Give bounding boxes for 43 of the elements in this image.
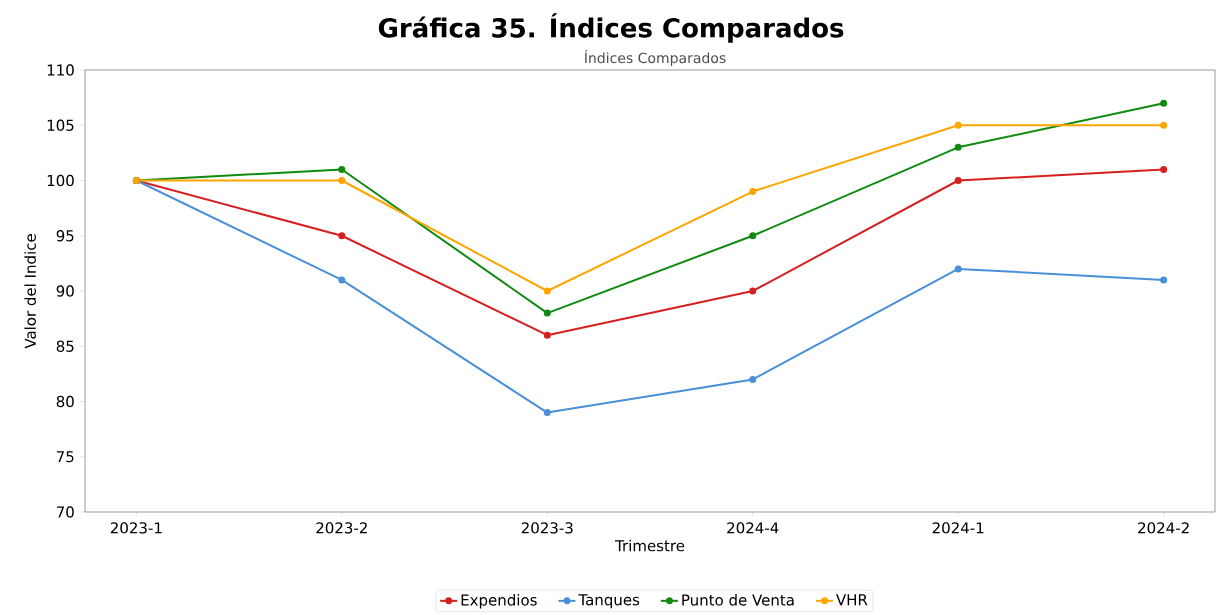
point bbox=[543, 309, 551, 317]
y-tick-label: 75 bbox=[56, 451, 74, 463]
point bbox=[338, 276, 346, 284]
x-axis-title: Trimestre bbox=[615, 539, 685, 552]
legend-label: Tanques bbox=[578, 594, 640, 609]
chart-subtitle: Índices Comparados bbox=[584, 50, 726, 66]
y-tick-label: 80 bbox=[56, 395, 74, 408]
x-tick-label: 2023-2 bbox=[316, 522, 367, 534]
legend-label: Punto de Venta bbox=[682, 594, 794, 606]
chart-title: Gráfica 35. Índices Comparados bbox=[378, 13, 844, 43]
point bbox=[749, 232, 757, 240]
x-tick-label: 2024-4 bbox=[727, 522, 779, 534]
y-tick-label: 110 bbox=[47, 64, 74, 76]
x-tick-label: 2024-1 bbox=[932, 522, 984, 534]
point bbox=[1160, 165, 1168, 173]
point bbox=[338, 232, 346, 240]
x-tick-label: 2023-1 bbox=[110, 522, 162, 534]
point bbox=[749, 287, 757, 295]
point bbox=[543, 287, 551, 295]
y-tick-label: 90 bbox=[56, 285, 74, 297]
point bbox=[543, 409, 551, 417]
legend-label: VHR bbox=[836, 594, 868, 606]
point bbox=[338, 165, 346, 173]
point bbox=[954, 265, 962, 273]
y-tick-label: 100 bbox=[47, 174, 74, 187]
y-tick-label: 85 bbox=[56, 340, 74, 352]
point bbox=[749, 375, 757, 383]
point bbox=[954, 177, 962, 184]
x-tick-label: 2024-2 bbox=[1138, 522, 1189, 534]
y-axis-title: Valor del Indice bbox=[24, 234, 36, 349]
point bbox=[954, 143, 962, 151]
point bbox=[543, 331, 551, 339]
y-tick-label: 70 bbox=[56, 506, 74, 518]
point bbox=[1160, 99, 1168, 107]
legend-label: Expendios bbox=[461, 594, 537, 609]
x-tick-label: 2023-3 bbox=[521, 522, 573, 534]
point bbox=[749, 188, 757, 196]
point bbox=[1160, 121, 1168, 129]
point bbox=[954, 121, 962, 129]
point bbox=[1160, 276, 1168, 284]
y-tick-label: 105 bbox=[47, 119, 74, 131]
y-tick-label: 95 bbox=[56, 230, 74, 242]
point bbox=[338, 177, 346, 184]
